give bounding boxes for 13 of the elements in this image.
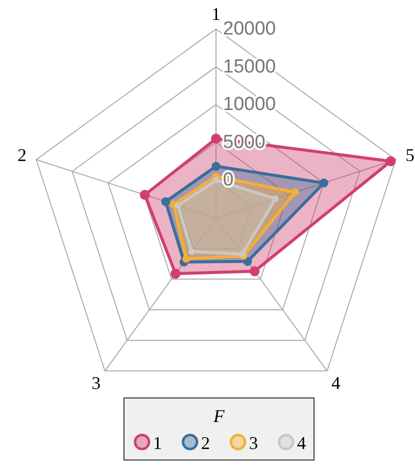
y-tick-label: 0 — [223, 170, 234, 191]
spoke-label: 3 — [92, 373, 101, 394]
y-tick-label: 5000 — [223, 132, 266, 153]
spoke-label: 4 — [331, 373, 340, 394]
legend-label: 1 — [153, 433, 162, 453]
spoke-label: 5 — [406, 144, 415, 165]
spoke-label: 2 — [17, 144, 26, 165]
spoke-label: 1 — [212, 4, 220, 24]
y-tick-label: 20000 — [223, 18, 276, 40]
legend-label: 4 — [297, 433, 306, 453]
legend-label: 2 — [201, 433, 210, 453]
legend-label: 3 — [249, 433, 258, 453]
legend-title: F — [212, 406, 226, 426]
